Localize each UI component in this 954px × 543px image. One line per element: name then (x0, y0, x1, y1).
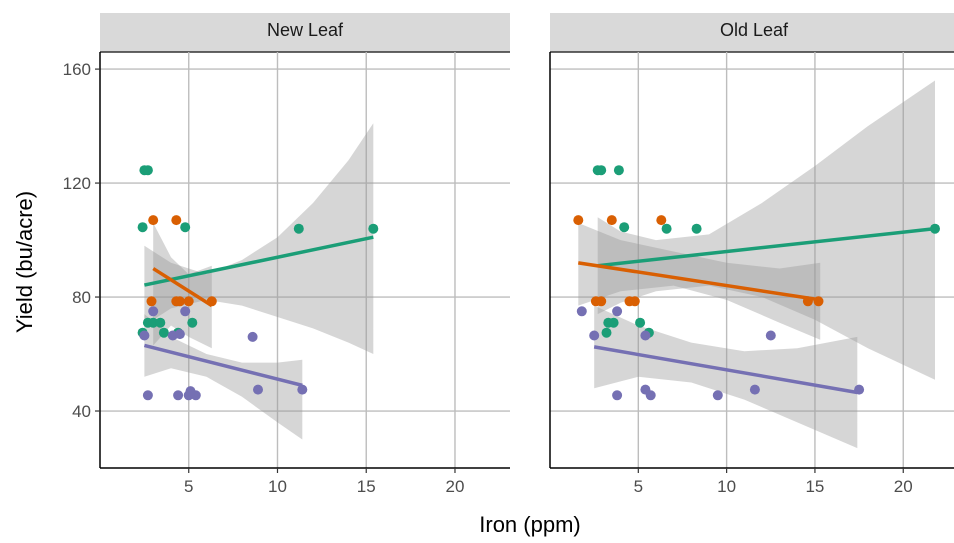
data-point-purple (712, 390, 723, 401)
fit-line-purple (593, 345, 858, 395)
data-point-purple (749, 384, 760, 395)
data-point-teal (180, 222, 191, 233)
data-point-purple (576, 306, 587, 317)
data-point-orange (656, 215, 667, 226)
data-point-purple (612, 390, 623, 401)
y-axis-title: Yield (bu/acre) (12, 191, 37, 333)
axes-layer: 5 10 15 20 40 80 120 160 5 10 15 20 (63, 52, 954, 496)
data-point-purple (765, 330, 776, 341)
fit-line-purple (143, 343, 303, 388)
data-point-purple (589, 330, 600, 341)
data-point-teal (137, 222, 148, 233)
data-point-teal (158, 327, 169, 338)
data-point-orange (606, 215, 617, 226)
data-point-purple (180, 306, 191, 317)
data-point-orange (174, 296, 185, 307)
data-point-purple (139, 330, 150, 341)
data-point-teal (691, 223, 702, 234)
data-point-orange (146, 296, 157, 307)
data-point-purple (253, 384, 263, 395)
data-point-orange (171, 215, 182, 226)
data-point-orange (573, 215, 584, 226)
confidence-band (594, 305, 858, 449)
data-point-purple (297, 384, 308, 395)
data-point-teal (148, 317, 159, 328)
fit-line-teal (144, 235, 374, 287)
data-point-teal (142, 165, 153, 176)
data-point-orange (596, 296, 607, 307)
data-point-purple (640, 330, 651, 341)
x-tick-label: 10 (268, 477, 287, 496)
x-tick-label: 20 (894, 477, 913, 496)
facets-layer: New Leaf Old Leaf (100, 13, 954, 468)
x-axis-title: Iron (ppm) (479, 512, 580, 537)
x-tick-label: 10 (717, 477, 736, 496)
data-point-teal (608, 317, 619, 328)
data-point-purple (148, 306, 159, 317)
fit-line-teal (597, 226, 936, 268)
data-point-teal (155, 317, 166, 328)
y-tick-label: 120 (63, 174, 91, 193)
x-tick-label: 5 (634, 477, 643, 496)
x-tick-label: 15 (805, 477, 824, 496)
facet-panel: Old Leaf (550, 13, 954, 468)
data-point-orange (183, 296, 194, 307)
x-tick-label: 5 (184, 477, 193, 496)
data-point-purple (142, 390, 153, 401)
data-point-purple (174, 329, 185, 340)
data-point-teal (596, 165, 607, 176)
data-point-teal (293, 223, 304, 234)
data-point-teal (187, 317, 198, 328)
fit-line-orange (152, 267, 213, 308)
data-point-teal (635, 317, 646, 328)
data-point-purple (173, 390, 184, 401)
y-tick-label: 80 (72, 288, 91, 307)
data-point-teal (613, 165, 624, 176)
data-point-orange (629, 296, 640, 307)
facet-strip-label: New Leaf (267, 20, 344, 40)
confidence-band (597, 80, 935, 380)
x-tick-label: 15 (357, 477, 376, 496)
facet-strip (100, 13, 510, 52)
data-point-teal (619, 222, 630, 233)
y-tick-label: 160 (63, 60, 91, 79)
facet-panel: New Leaf (100, 13, 510, 468)
data-point-orange (148, 215, 159, 226)
data-point-purple (247, 331, 258, 342)
data-point-purple (185, 386, 196, 397)
confidence-band (144, 123, 374, 354)
data-point-teal (601, 327, 612, 338)
y-tick-label: 40 (72, 402, 91, 421)
facet-strip-label: Old Leaf (720, 20, 789, 40)
data-point-purple (645, 390, 656, 401)
facet-strip (550, 13, 954, 52)
data-point-teal (661, 223, 672, 234)
fit-line-orange (577, 261, 821, 302)
confidence-band (144, 314, 303, 440)
data-point-teal (368, 223, 379, 234)
x-tick-label: 20 (446, 477, 465, 496)
data-point-purple (612, 306, 623, 317)
